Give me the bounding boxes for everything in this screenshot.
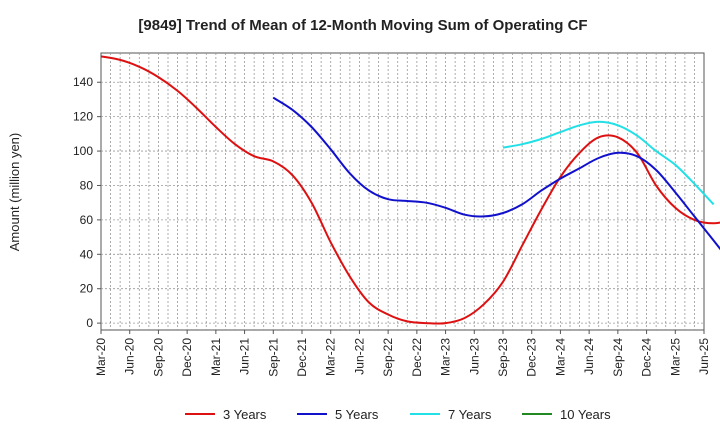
chart-title: [9849] Trend of Mean of 12-Month Moving … <box>138 17 587 34</box>
x-tick-label: Mar-24 <box>553 338 567 376</box>
y-tick-label: 100 <box>73 144 93 158</box>
x-tick-label: Mar-22 <box>324 338 338 376</box>
x-tick-label: Mar-21 <box>209 338 223 376</box>
y-axis: 0 20 40 60 80 100 120 140 <box>73 75 101 330</box>
y-axis-label: Amount (million yen) <box>7 133 22 252</box>
x-tick-label: Dec-23 <box>525 338 539 377</box>
x-tick-label: Dec-22 <box>410 338 424 377</box>
legend-label-7-years: 7 Years <box>448 407 492 422</box>
x-tick-label: Jun-22 <box>352 338 366 375</box>
x-tick-label: Sep-20 <box>151 338 165 377</box>
x-tick-label: Dec-24 <box>640 338 654 377</box>
x-tick-label: Jun-23 <box>467 338 481 375</box>
y-tick-label: 60 <box>80 213 94 227</box>
x-tick-label: Mar-23 <box>439 338 453 376</box>
y-tick-label: 0 <box>86 316 93 330</box>
x-tick-label: Jun-24 <box>582 338 596 375</box>
x-tick-label: Mar-25 <box>668 338 682 376</box>
y-tick-label: 20 <box>80 282 94 296</box>
x-tick-label: Dec-21 <box>295 338 309 377</box>
y-tick-label: 140 <box>73 75 93 89</box>
x-tick-label: Sep-21 <box>266 338 280 377</box>
y-tick-label: 40 <box>80 247 94 261</box>
x-tick-label: Jun-25 <box>697 338 711 375</box>
x-tick-label: Mar-20 <box>94 338 108 376</box>
x-tick-label: Dec-20 <box>180 338 194 377</box>
y-tick-label: 120 <box>73 110 93 124</box>
x-tick-label: Sep-23 <box>496 338 510 377</box>
chart: [9849] Trend of Mean of 12-Month Moving … <box>0 0 720 440</box>
x-tick-label: Jun-20 <box>123 338 137 375</box>
legend-label-5-years: 5 Years <box>335 407 379 422</box>
legend: 3 Years 5 Years 7 Years 10 Years <box>185 407 611 422</box>
y-tick-label: 80 <box>80 178 94 192</box>
legend-label-10-years: 10 Years <box>560 407 611 422</box>
x-axis: Mar-20 Jun-20 Sep-20 Dec-20 Mar-21 Jun-21 Sep-… <box>94 330 711 377</box>
x-tick-label: Sep-22 <box>381 338 395 377</box>
x-tick-label: Sep-24 <box>611 338 625 377</box>
x-tick-label: Jun-21 <box>238 338 252 375</box>
legend-label-3-years: 3 Years <box>223 407 267 422</box>
